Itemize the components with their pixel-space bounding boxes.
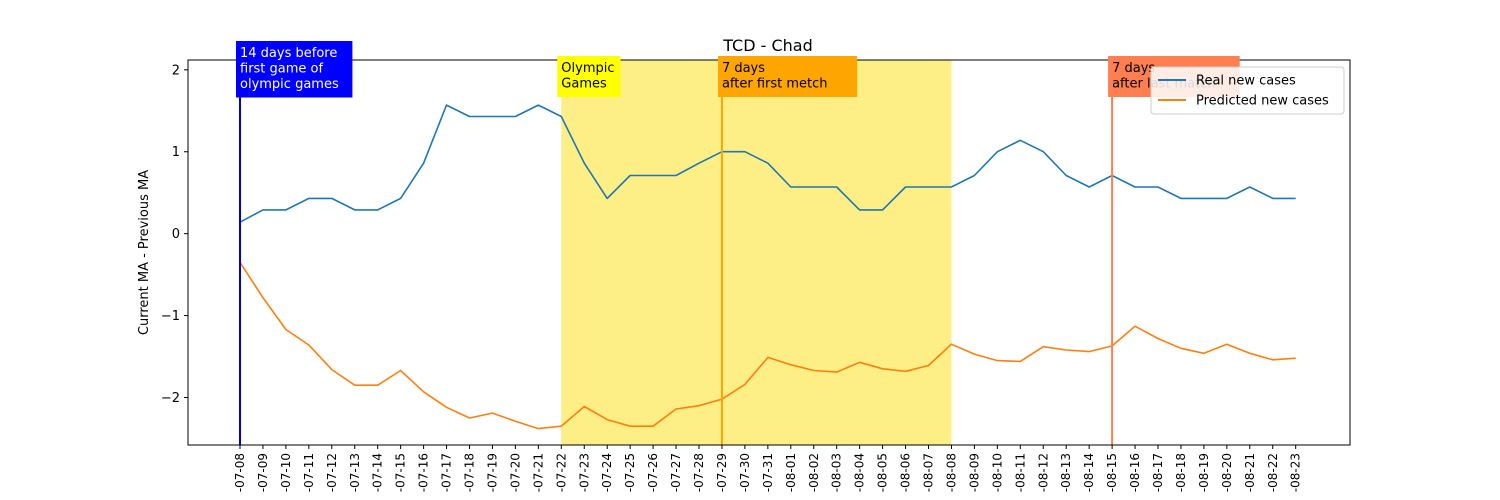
annotation-box xyxy=(717,56,858,97)
x-tick-label: -08-08 xyxy=(944,453,958,492)
x-tick-label: -08-03 xyxy=(830,453,844,492)
x-tick-label: -08-15 xyxy=(1105,453,1119,492)
series-line-real xyxy=(239,104,1296,223)
x-tick-label: -07-19 xyxy=(485,453,499,492)
annotation-text: olympic games xyxy=(240,77,339,92)
annotation-text: after first metch xyxy=(722,77,828,92)
y-tick-label: 1 xyxy=(172,145,180,160)
chart-title: TCD - Chad xyxy=(722,36,813,55)
x-tick-label: -07-12 xyxy=(325,453,339,492)
olympic-period-shade xyxy=(561,60,952,445)
x-tick-label: -08-11 xyxy=(1013,453,1027,492)
x-tick-label: -07-24 xyxy=(600,453,614,492)
x-axis: -07-08 -07-09 -07-10 -07-11 -07-12 -07-13 -07-… xyxy=(233,445,1303,492)
x-tick-label: -08-02 xyxy=(807,453,821,492)
annotation-text: 7 days xyxy=(722,61,765,76)
x-tick-label: -08-01 xyxy=(784,453,798,492)
x-tick-label: -07-25 xyxy=(623,453,637,492)
legend-label: Predicted new cases xyxy=(1196,94,1329,109)
x-tick-label: -08-05 xyxy=(876,453,890,492)
event-lines xyxy=(239,60,1114,445)
x-tick-label: -07-23 xyxy=(577,453,591,492)
x-tick-label: -08-22 xyxy=(1266,453,1280,492)
y-tick-label: 2 xyxy=(172,63,180,78)
annotation-text: 14 days before xyxy=(240,46,337,61)
x-tick-label: -07-10 xyxy=(279,453,293,492)
x-tick-label: -07-20 xyxy=(508,453,522,492)
x-tick-label: -08-23 xyxy=(1289,453,1303,492)
x-tick-label: -08-12 xyxy=(1036,453,1050,492)
shade-layer xyxy=(561,60,952,445)
x-tick-label: -07-21 xyxy=(531,453,545,492)
x-tick-label: -07-08 xyxy=(233,453,247,492)
x-tick-label: -07-29 xyxy=(715,453,729,492)
x-tick-label: -08-17 xyxy=(1151,453,1165,492)
y-axis: −2 −1 0 1 2 xyxy=(161,63,188,406)
x-tick-label: -07-30 xyxy=(738,453,752,492)
x-tick-label: -07-31 xyxy=(761,453,775,492)
annotation-box xyxy=(557,56,621,97)
x-tick-label: -08-10 xyxy=(990,453,1004,492)
x-tick-label: -07-09 xyxy=(256,453,270,492)
legend-label: Real new cases xyxy=(1196,74,1296,89)
x-tick-label: -08-06 xyxy=(899,453,913,492)
x-tick-label: -08-09 xyxy=(967,453,981,492)
series-layer xyxy=(239,104,1296,430)
x-tick-label: -07-16 xyxy=(417,453,431,492)
y-tick-label: −1 xyxy=(161,309,180,324)
x-tick-label: -08-20 xyxy=(1220,453,1234,492)
x-tick-label: -08-04 xyxy=(853,453,867,492)
x-tick-label: -08-16 xyxy=(1128,453,1142,492)
x-tick-label: -07-22 xyxy=(554,453,568,492)
legend: Real new cases Predicted new cases xyxy=(1150,66,1345,115)
x-tick-label: -07-15 xyxy=(394,453,408,492)
legend-box xyxy=(1150,66,1345,115)
series-line-predicted xyxy=(239,261,1296,430)
x-tick-label: -07-13 xyxy=(348,453,362,492)
x-tick-label: -07-27 xyxy=(669,453,683,492)
x-tick-label: -07-11 xyxy=(302,453,316,492)
x-tick-label: -07-14 xyxy=(371,453,385,492)
x-tick-label: -07-18 xyxy=(463,453,477,492)
x-tick-label: -08-14 xyxy=(1082,453,1096,492)
annotation-text: 7 days xyxy=(1112,61,1155,76)
annotation-box xyxy=(236,41,353,98)
x-tick-label: -08-07 xyxy=(922,453,936,492)
x-tick-label: -07-26 xyxy=(646,453,660,492)
y-tick-label: 0 xyxy=(172,227,180,242)
y-tick-label: −2 xyxy=(161,391,180,406)
x-tick-label: -08-18 xyxy=(1174,453,1188,492)
x-tick-label: -07-28 xyxy=(692,453,706,492)
annotation-text: Games xyxy=(561,77,607,92)
x-tick-label: -08-13 xyxy=(1059,453,1073,492)
x-tick-label: -08-21 xyxy=(1243,453,1257,492)
y-axis-label: Current MA - Previous MA xyxy=(137,170,152,335)
x-tick-label: -07-17 xyxy=(440,453,454,492)
annotation-text: first game of xyxy=(240,62,324,77)
x-tick-label: -08-19 xyxy=(1197,453,1211,492)
annotation-text: Olympic xyxy=(561,61,614,76)
